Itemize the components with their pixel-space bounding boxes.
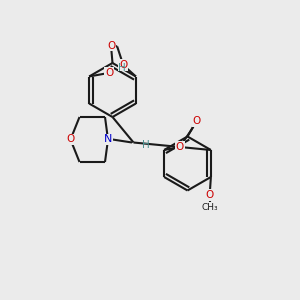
Text: CH₃: CH₃ [202, 203, 218, 212]
Text: H: H [118, 63, 126, 73]
Text: O: O [105, 68, 113, 78]
Text: O: O [176, 142, 184, 152]
Text: O: O [192, 116, 201, 126]
Text: O: O [206, 190, 214, 200]
Text: H: H [142, 140, 149, 150]
Text: O: O [107, 40, 115, 51]
Text: O: O [66, 134, 75, 145]
Text: O: O [119, 60, 128, 70]
Text: N: N [104, 134, 112, 145]
